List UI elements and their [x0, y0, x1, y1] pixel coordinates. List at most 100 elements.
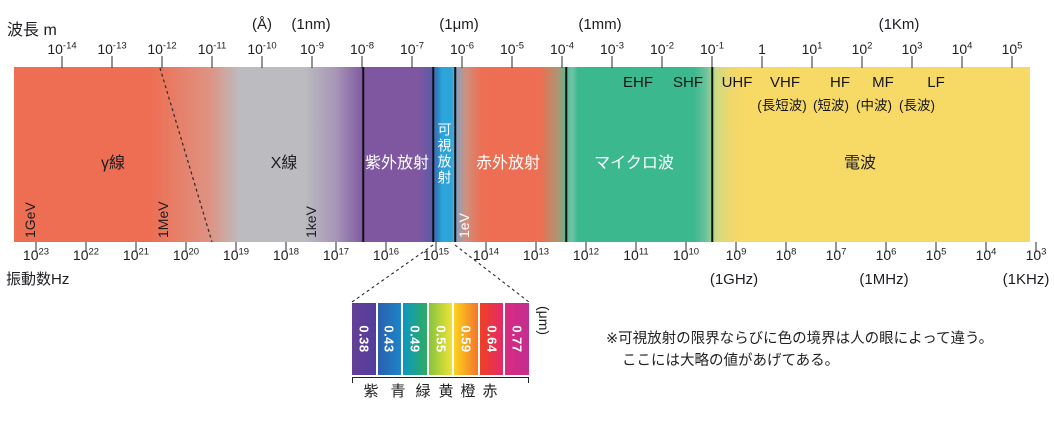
- top-axis-tick-label: 10-9: [299, 40, 325, 57]
- bottom-axis-tick: [785, 242, 787, 252]
- band-divider-line: [432, 67, 434, 242]
- bottom-axis-tick-label: 1019: [222, 246, 250, 263]
- top-axis-tick-label: 1: [758, 41, 766, 57]
- detail-color-name-青: 青: [390, 383, 406, 400]
- top-axis-tick: [861, 56, 863, 68]
- band-divider-line: [454, 67, 456, 242]
- bottom-axis-tick-label: 103: [1025, 246, 1047, 263]
- top-axis-tick-label: 10-11: [197, 40, 227, 57]
- top-axis-tick: [461, 56, 463, 68]
- bottom-axis-tick-label: 1017: [322, 246, 350, 263]
- top-axis-tick: [311, 56, 313, 68]
- detail-segment-value: 0.38: [356, 325, 372, 353]
- detail-bracket-right-tick: [528, 377, 529, 383]
- top-axis-tick-label: 10-6: [449, 40, 475, 57]
- region-label-可視放射: 可視放射: [436, 122, 453, 186]
- energy-mark-1keV: 1keV: [303, 206, 319, 238]
- detail-segment-value: 0.64: [484, 325, 500, 353]
- bottom-axis-tick-label: 108: [775, 246, 797, 263]
- top-axis-tick: [411, 56, 413, 68]
- bottom-axis-tick: [835, 242, 837, 252]
- top-axis-tick: [711, 56, 713, 68]
- bottom-axis-tick-label: 1023: [22, 246, 50, 263]
- top-axis-tick: [211, 56, 213, 68]
- detail-segment-value: 0.49: [407, 325, 423, 353]
- top-axis-tick: [961, 56, 963, 68]
- bottom-axis-tick-label: 104: [975, 246, 997, 263]
- subband-label-LF: LF: [927, 74, 945, 91]
- bottom-axis-tick: [35, 242, 37, 252]
- bottom-axis-tick: [385, 242, 387, 252]
- top-axis-tick-label: 103: [901, 40, 923, 57]
- bottom-axis-tick: [1035, 242, 1037, 252]
- region-label-赤外放射: 赤外放射: [475, 155, 541, 172]
- top-axis-unit-label: (1Km): [878, 16, 920, 33]
- bottom-axis-tick: [185, 242, 187, 252]
- top-axis-tick: [261, 56, 263, 68]
- top-axis-tick-label: 104: [951, 40, 973, 57]
- energy-mark-1MeV: 1MeV: [155, 201, 171, 238]
- bottom-axis-unit-label: (1GHz): [709, 271, 759, 288]
- detail-bracket-left-tick: [352, 377, 353, 383]
- bottom-axis-tick-label: 1015: [422, 246, 450, 263]
- detail-segment: 0.55: [428, 303, 453, 375]
- top-axis-tick: [161, 56, 163, 68]
- top-axis-tick-label: 10-4: [549, 40, 575, 57]
- detail-color-name-橙: 橙: [460, 383, 476, 400]
- subband-label-EHF: EHF: [623, 74, 653, 91]
- bottom-axis-tick-label: 1021: [122, 246, 150, 263]
- top-axis-tick: [611, 56, 613, 68]
- top-axis-tick-label: 10-13: [97, 40, 127, 57]
- bottom-axis-tick: [635, 242, 637, 252]
- top-axis-tick: [811, 56, 813, 68]
- subband-note: (中波): [856, 98, 892, 113]
- top-axis-tick-label: 10-3: [599, 40, 625, 57]
- detail-segment: 0.64: [479, 303, 504, 375]
- top-axis-tick: [511, 56, 513, 68]
- bottom-axis-tick: [485, 242, 487, 252]
- detail-color-name-黄: 黄: [438, 383, 454, 400]
- bottom-axis-tick: [435, 242, 437, 252]
- bottom-axis-tick: [885, 242, 887, 252]
- top-axis-unit-label: (Å): [252, 16, 272, 33]
- energy-mark-1eV: 1eV: [456, 213, 472, 238]
- energy-mark-1GeV: 1GeV: [22, 202, 38, 238]
- bottom-axis-tick: [285, 242, 287, 252]
- detail-color-name-赤: 赤: [482, 383, 498, 400]
- subband-note: (長短波): [757, 98, 807, 113]
- bottom-axis-tick-label: 1011: [623, 246, 649, 263]
- bottom-axis-tick-label: 1018: [272, 246, 300, 263]
- top-axis-tick: [561, 56, 563, 68]
- bottom-axis-tick: [235, 242, 237, 252]
- top-axis-tick-label: 102: [851, 40, 873, 57]
- top-axis-tick-label: 10-8: [349, 40, 375, 57]
- top-axis-tick-label: 10-1: [699, 40, 725, 57]
- detail-segment: 0.77: [505, 303, 530, 375]
- bottom-axis-tick-label: 1020: [172, 246, 200, 263]
- band-divider-line: [362, 67, 364, 242]
- footnote-line-1: ※可視放射の限界ならびに色の境界は人の眼によって違う。: [606, 331, 994, 347]
- top-axis-tick-label: 10-14: [47, 40, 77, 57]
- detail-segment-value: 0.77: [509, 325, 525, 353]
- bottom-axis-unit-label: (1MHz): [859, 271, 909, 288]
- region-label-マイクロ波: マイクロ波: [594, 155, 674, 172]
- bottom-axis-tick-label: 1013: [522, 246, 550, 263]
- bottom-axis-tick-label: 1014: [472, 246, 500, 263]
- subband-note: (短波): [813, 98, 849, 113]
- top-axis-tick-label: 10-10: [247, 40, 277, 57]
- top-axis-tick: [111, 56, 113, 68]
- bottom-axis-tick-label: 107: [825, 246, 847, 263]
- subband-label-MF: MF: [872, 74, 894, 91]
- top-axis-unit-label: (1nm): [291, 16, 331, 33]
- bottom-axis-tick: [535, 242, 537, 252]
- detail-segment-value: 0.59: [458, 325, 474, 353]
- detail-unit-label: (μm): [536, 306, 552, 336]
- bottom-axis-tick-label: 1012: [572, 246, 600, 263]
- region-label-電波: 電波: [843, 155, 877, 172]
- bottom-axis-tick: [935, 242, 937, 252]
- bottom-axis-tick: [685, 242, 687, 252]
- top-axis-tick-label: 105: [1001, 40, 1023, 57]
- detail-segment: 0.49: [403, 303, 427, 375]
- visible-spectrum-detail: 0.38 0.43 0.49 0.55 0.59 0.64 0.77: [352, 303, 530, 375]
- top-axis-tick-label: 10-7: [399, 40, 425, 57]
